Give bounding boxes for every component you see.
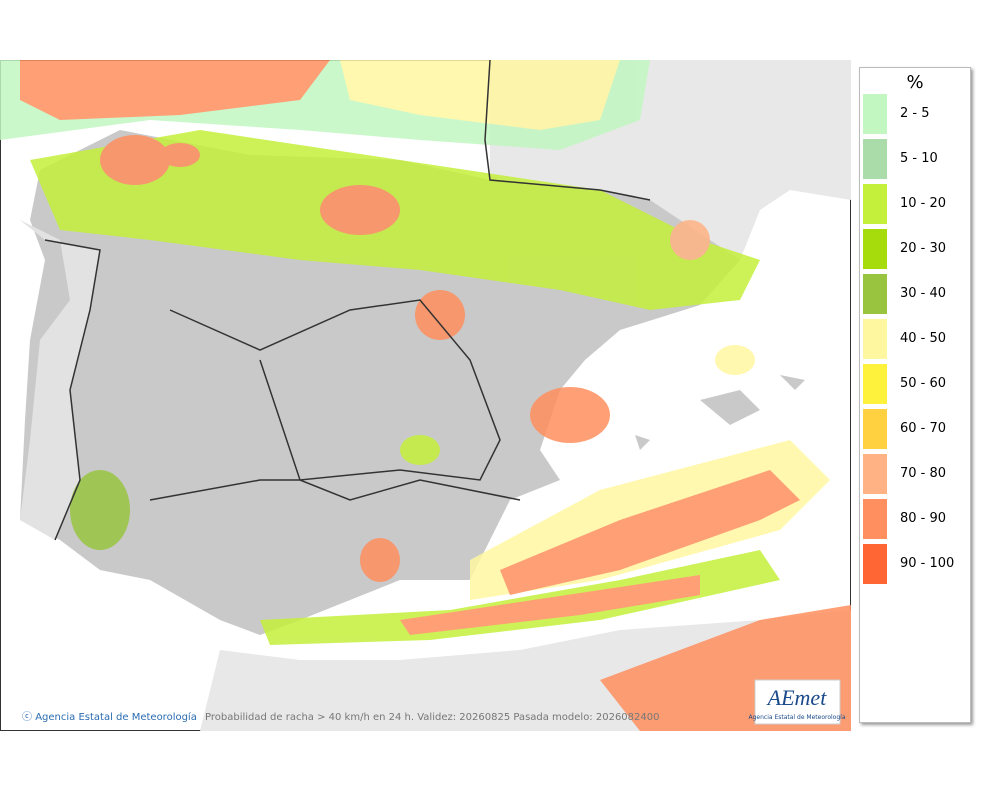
legend-item: 90 - 100 <box>863 544 968 584</box>
legend-item: 10 - 20 <box>863 184 968 224</box>
legend-label: 80 - 90 <box>900 511 947 526</box>
legend-swatch <box>863 319 887 359</box>
legend-swatch <box>863 409 887 449</box>
legend-swatch <box>863 364 887 404</box>
agency-credit: ⓒ Agencia Estatal de Meteorología <box>22 711 197 723</box>
logo-brand: AEmet <box>766 685 828 710</box>
legend-unit: % <box>906 72 924 93</box>
legend-item: 20 - 30 <box>863 229 968 269</box>
legend-swatch <box>863 274 887 314</box>
legend-label: 30 - 40 <box>900 286 947 301</box>
map: ⓒ Agencia Estatal de Meteorología Probab… <box>0 60 851 731</box>
borders <box>44 60 651 541</box>
caption: Probabilidad de racha > 40 km/h en 24 h.… <box>205 712 659 723</box>
legend-swatch <box>863 454 887 494</box>
legend-item: 40 - 50 <box>863 319 968 359</box>
legend-label: 5 - 10 <box>900 151 938 166</box>
legend-label: 10 - 20 <box>900 196 947 211</box>
legend-item: 60 - 70 <box>863 409 968 449</box>
legend-item: 2 - 5 <box>863 94 968 134</box>
legend-swatch <box>863 184 887 224</box>
legend-label: 60 - 70 <box>900 421 947 436</box>
legend-swatch <box>863 94 887 134</box>
legend-item: 80 - 90 <box>863 499 968 539</box>
legend-swatch <box>863 544 887 584</box>
legend-label: 50 - 60 <box>900 376 947 391</box>
legend: % 2 - 5 5 - 10 10 - 20 20 - 30 30 - 40 40 - 5… <box>859 67 971 723</box>
logo-box <box>754 679 841 725</box>
legend-label: 40 - 50 <box>900 331 947 346</box>
legend-label: 20 - 30 <box>900 241 947 256</box>
legend-item: 30 - 40 <box>863 274 968 314</box>
probability-fields <box>0 60 851 731</box>
legend-item: 70 - 80 <box>863 454 968 494</box>
legend-label: 70 - 80 <box>900 466 947 481</box>
legend-label: 90 - 100 <box>900 556 955 571</box>
legend-item: 5 - 10 <box>863 139 968 179</box>
legend-item: 50 - 60 <box>863 364 968 404</box>
legend-label: 2 - 5 <box>900 106 930 121</box>
legend-swatch <box>863 139 887 179</box>
logo-agency: Agencia Estatal de Meteorología <box>749 714 846 721</box>
legend-swatch <box>863 229 887 269</box>
legend-swatch <box>863 499 887 539</box>
